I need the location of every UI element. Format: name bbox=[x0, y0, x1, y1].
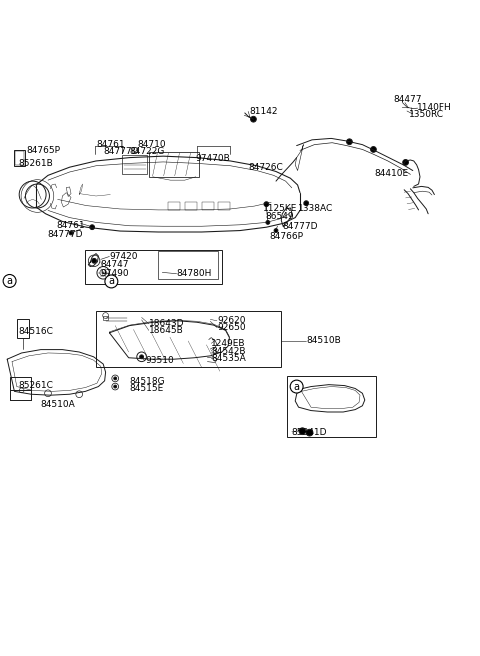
Bar bbox=[122, 155, 147, 174]
Text: 84777D: 84777D bbox=[47, 230, 83, 239]
Circle shape bbox=[306, 429, 313, 436]
Text: 84761: 84761 bbox=[96, 140, 125, 149]
Circle shape bbox=[251, 116, 256, 122]
Bar bbox=[15, 152, 24, 165]
Bar bbox=[168, 202, 180, 211]
Text: 84780H: 84780H bbox=[177, 269, 212, 278]
Bar bbox=[185, 202, 197, 211]
Text: 84518G: 84518G bbox=[130, 377, 165, 386]
Bar bbox=[96, 311, 281, 367]
Text: 97420: 97420 bbox=[109, 252, 138, 261]
Circle shape bbox=[92, 258, 96, 263]
Text: 84710: 84710 bbox=[137, 140, 166, 149]
Circle shape bbox=[299, 428, 306, 434]
Text: 97470B: 97470B bbox=[196, 154, 230, 163]
Text: 84747: 84747 bbox=[101, 260, 129, 269]
Bar bbox=[17, 319, 29, 338]
Circle shape bbox=[304, 201, 309, 205]
Circle shape bbox=[114, 385, 117, 388]
Text: 86549: 86549 bbox=[265, 212, 294, 220]
Bar bbox=[202, 202, 214, 211]
Text: 84766P: 84766P bbox=[270, 232, 304, 241]
Bar bbox=[85, 250, 222, 284]
Circle shape bbox=[347, 139, 352, 144]
Text: 84765P: 84765P bbox=[26, 146, 60, 155]
Text: 92650: 92650 bbox=[217, 323, 246, 332]
Text: 1338AC: 1338AC bbox=[298, 205, 333, 213]
Text: a: a bbox=[294, 382, 300, 392]
Text: 84777D: 84777D bbox=[282, 222, 318, 231]
Text: 84516C: 84516C bbox=[18, 327, 53, 337]
Text: 1140FH: 1140FH bbox=[417, 103, 451, 112]
Circle shape bbox=[274, 229, 278, 232]
Text: 93510: 93510 bbox=[145, 356, 174, 365]
Bar bbox=[14, 150, 25, 166]
Bar bbox=[287, 376, 376, 438]
Text: 18645B: 18645B bbox=[149, 326, 183, 335]
Text: 84777D: 84777D bbox=[103, 147, 139, 156]
Circle shape bbox=[90, 225, 95, 230]
Text: a: a bbox=[7, 276, 12, 286]
Text: 81142: 81142 bbox=[250, 108, 278, 117]
Bar bbox=[218, 202, 230, 211]
Text: 84761: 84761 bbox=[57, 221, 85, 230]
Text: 84722G: 84722G bbox=[130, 147, 165, 156]
Bar bbox=[10, 377, 31, 390]
Text: 85261B: 85261B bbox=[18, 159, 53, 168]
Circle shape bbox=[140, 355, 144, 359]
Text: 18643D: 18643D bbox=[149, 319, 184, 328]
Circle shape bbox=[114, 377, 117, 380]
Circle shape bbox=[264, 202, 269, 207]
Text: 1125KE: 1125KE bbox=[263, 205, 298, 213]
Text: 84515E: 84515E bbox=[130, 384, 164, 394]
Text: 84542B: 84542B bbox=[211, 346, 246, 356]
Text: 1350RC: 1350RC bbox=[409, 110, 444, 119]
Circle shape bbox=[371, 146, 376, 152]
Text: 85261C: 85261C bbox=[18, 381, 53, 390]
Bar bbox=[149, 152, 199, 177]
Circle shape bbox=[266, 220, 270, 224]
Circle shape bbox=[403, 159, 408, 165]
Bar bbox=[103, 316, 108, 320]
Text: 84510B: 84510B bbox=[306, 337, 341, 346]
Bar bbox=[158, 251, 218, 279]
Text: 97490: 97490 bbox=[101, 269, 130, 277]
Text: a: a bbox=[108, 276, 114, 287]
Text: 85341D: 85341D bbox=[292, 428, 327, 437]
Text: 84477: 84477 bbox=[394, 96, 422, 104]
Text: 1249EB: 1249EB bbox=[211, 339, 246, 348]
Text: 84535A: 84535A bbox=[211, 354, 246, 363]
Text: 84510A: 84510A bbox=[40, 400, 75, 409]
Text: 84410E: 84410E bbox=[374, 169, 408, 178]
Text: 92620: 92620 bbox=[217, 316, 245, 325]
Text: 84726C: 84726C bbox=[248, 163, 283, 172]
Circle shape bbox=[69, 231, 73, 235]
